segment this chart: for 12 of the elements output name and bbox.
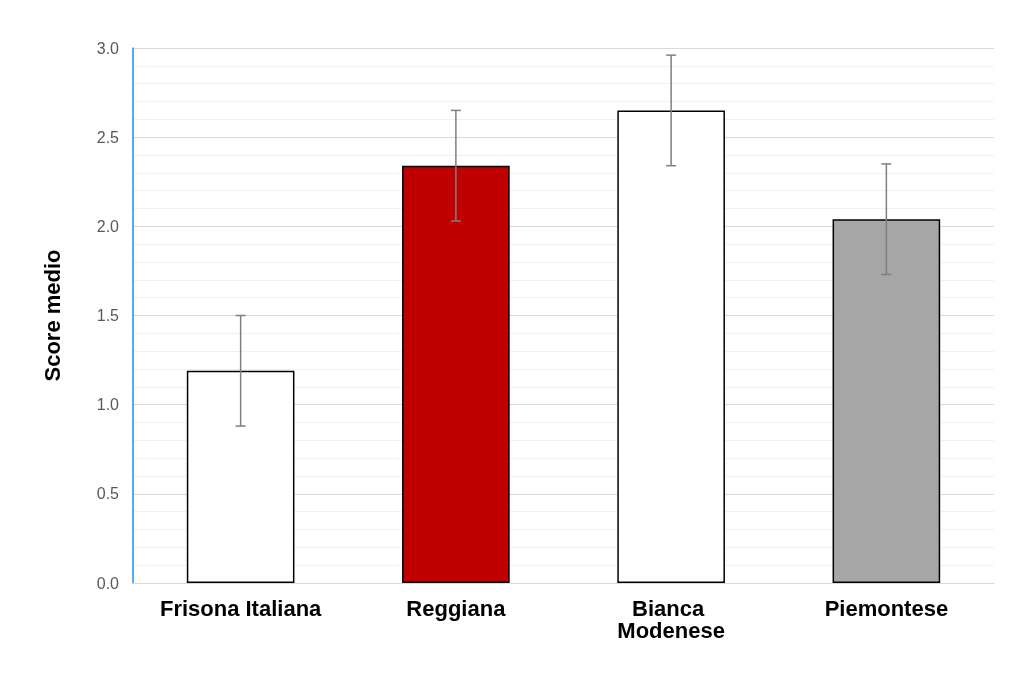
y-tick-label: 2.5: [96, 128, 120, 146]
y-tick-label: 0.0: [96, 574, 120, 592]
y-tick-label: 1.5: [96, 307, 120, 324]
y-axis-title: Score medio: [39, 249, 65, 382]
x-tick-label: Frisona Italiana: [159, 595, 323, 621]
x-tick-label: Piemontese: [824, 595, 949, 621]
y-tick-label: 2.0: [96, 217, 120, 235]
x-tick-label: Reggiana: [406, 595, 507, 621]
y-tick-label: 1.0: [96, 396, 120, 414]
x-tick-label: Bianca Modenese: [617, 595, 725, 643]
y-tick-label: 3.0: [96, 39, 120, 57]
y-tick-label: 0.5: [96, 485, 120, 503]
